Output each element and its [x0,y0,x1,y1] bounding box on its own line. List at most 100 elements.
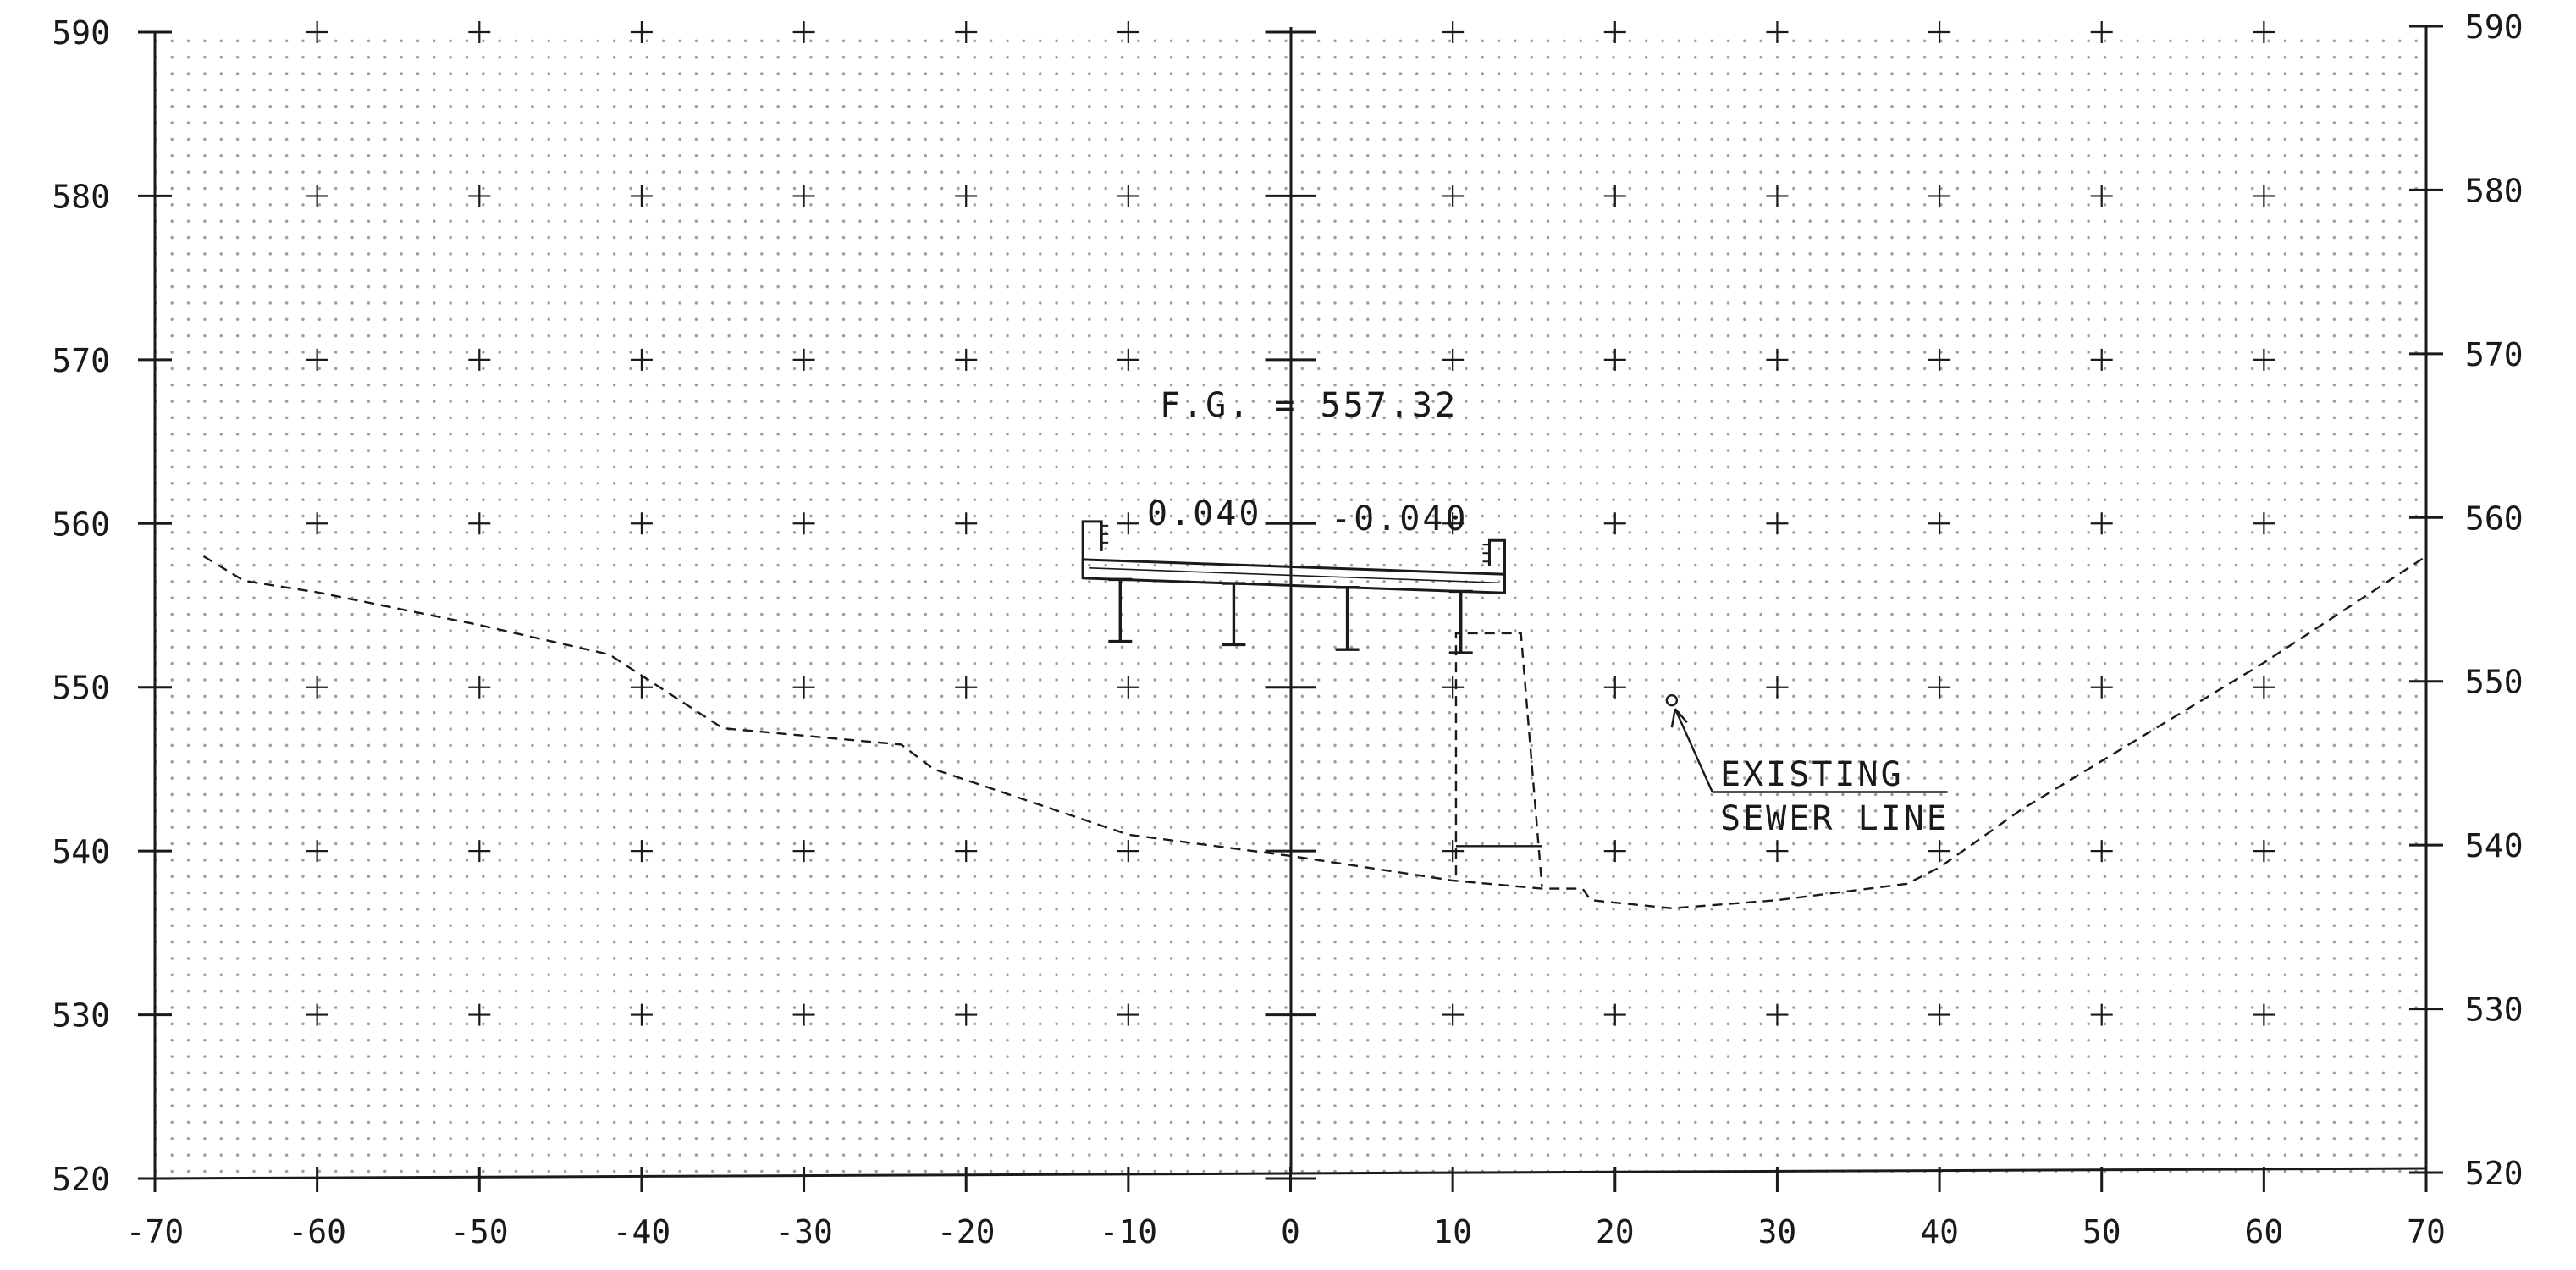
grid-plus-marker [955,185,978,207]
grid-plus-marker [1928,348,1951,371]
grid-plus-marker [306,676,328,698]
axis-ticks [138,25,2443,1192]
grid-plus-marker [306,185,328,207]
grid-plus-marker [792,512,815,535]
grid-plus-marker [955,512,978,535]
trench-outline [1454,632,1543,887]
grid-plus-marker [1442,1003,1465,1026]
grid-plus-marker [792,21,815,43]
grid-plus-marker [468,185,491,207]
grid-plus-marker [2253,676,2275,698]
grid-plus-marker [306,512,328,535]
grid-plus-marker [468,348,491,371]
grid-plus-marker [468,840,491,863]
x-tick-label: -20 [937,1213,996,1251]
grid-plus-marker [1117,512,1139,535]
x-tick-label: -40 [613,1213,671,1251]
grid-plus-marker [955,348,978,371]
y-tick-label-right: 550 [2465,664,2524,701]
leader-arrowhead [1670,708,1688,728]
grid-plus-marker [630,840,653,863]
grid-plus-marker [2253,348,2275,371]
grid-plus-marker [2253,1003,2275,1026]
grid-plus-marker [1928,1003,1951,1026]
sewer-trench [1454,632,1543,887]
grid-plus-marker [630,1003,653,1026]
x-tick-label: -30 [775,1213,833,1251]
grid-plus-marker [1928,185,1951,207]
y-tick-label-right: 540 [2465,827,2524,864]
grid-plus-marker [1117,1003,1139,1026]
left-rail [1101,524,1109,544]
grid-plus-marker [2090,21,2113,43]
x-tick-label: -50 [450,1213,509,1251]
grid-plus-marker [468,21,491,43]
grid-plus-marker [955,676,978,698]
existing-label: EXISTING [1720,755,1904,794]
y-tick-label-left: 540 [52,833,110,870]
grid-plus-marker [955,840,978,863]
slope-left-label: 0.040 [1147,494,1261,533]
grid-plus-marker [1766,676,1789,698]
x-tick-label: -70 [126,1213,185,1251]
grid-plus-marker [2090,185,2113,207]
grid-plus-marker [1603,840,1626,863]
grid-plus-marker [2253,185,2275,207]
x-tick-label: 40 [1920,1213,1959,1251]
grid-plus-marker [2253,21,2275,43]
grid-plus-marker [2253,840,2275,863]
grid-plus-marker [955,1003,978,1026]
grid-plus-marker [1117,21,1139,43]
x-tick-label: 20 [1596,1213,1635,1251]
x-tick-label: -60 [288,1213,346,1251]
leader-line [1674,708,1713,792]
y-tick-label-left: 580 [52,178,110,215]
y-tick-label-right: 580 [2465,172,2524,209]
grid-plus-marker [1117,185,1139,207]
grid-plus-marker [2253,512,2275,535]
grid-plus-marker [1442,840,1465,863]
finished-grade-label: F.G. = 557.32 [1160,386,1458,425]
grid-plus-marker [1603,676,1626,698]
x-tick-label: -10 [1100,1213,1158,1251]
grid-plus-marker [1442,21,1465,43]
deck-inner-line [1089,567,1498,584]
grid-plus-marker [1928,676,1951,698]
grid-plus-marker [2090,676,2113,698]
y-tick-label-left: 570 [52,342,110,379]
x-tick-label: 0 [1281,1213,1300,1251]
girder [1448,589,1473,654]
grid-plus-marker [468,512,491,535]
grid-plus-marker [792,348,815,371]
grid-plus-marker [792,676,815,698]
grid-plus-marker [468,1003,491,1026]
grid-plus-marker [1766,21,1789,43]
grid-plus-marker [1442,185,1465,207]
existing-ground-profile [202,555,2427,910]
sewer-line-label: SEWER LINE [1720,799,1950,838]
grid-plus-marker [1928,512,1951,535]
grid-plus-marker [2090,1003,2113,1026]
grid-plus-marker [2090,512,2113,535]
grid-plus-marker [630,676,653,698]
x-tick-label: 50 [2082,1213,2121,1251]
y-tick-label-left: 590 [52,14,110,52]
x-tick-label: 60 [2244,1213,2283,1251]
y-tick-label-right: 570 [2465,336,2524,373]
girder [1108,577,1133,643]
grid-plus-marker [630,348,653,371]
grid-plus-marker [1603,512,1626,535]
grid-plus-marker [1117,676,1139,698]
grid-plus-marker [1117,840,1139,863]
left-parapet [1081,520,1103,578]
girder [1222,582,1246,647]
grid-plus-marker [1117,348,1139,371]
grid-plus-marker [1442,512,1465,535]
right-rail [1482,544,1490,563]
tick-labels: 520 520 530 530 540 540 550 550 560 560 570 570 580 5… [52,8,2523,1251]
grid-plus-marker [1442,348,1465,371]
x-tick-label: 30 [1758,1213,1797,1251]
grid-plus-marker [630,185,653,207]
grid-plus-marker [306,840,328,863]
